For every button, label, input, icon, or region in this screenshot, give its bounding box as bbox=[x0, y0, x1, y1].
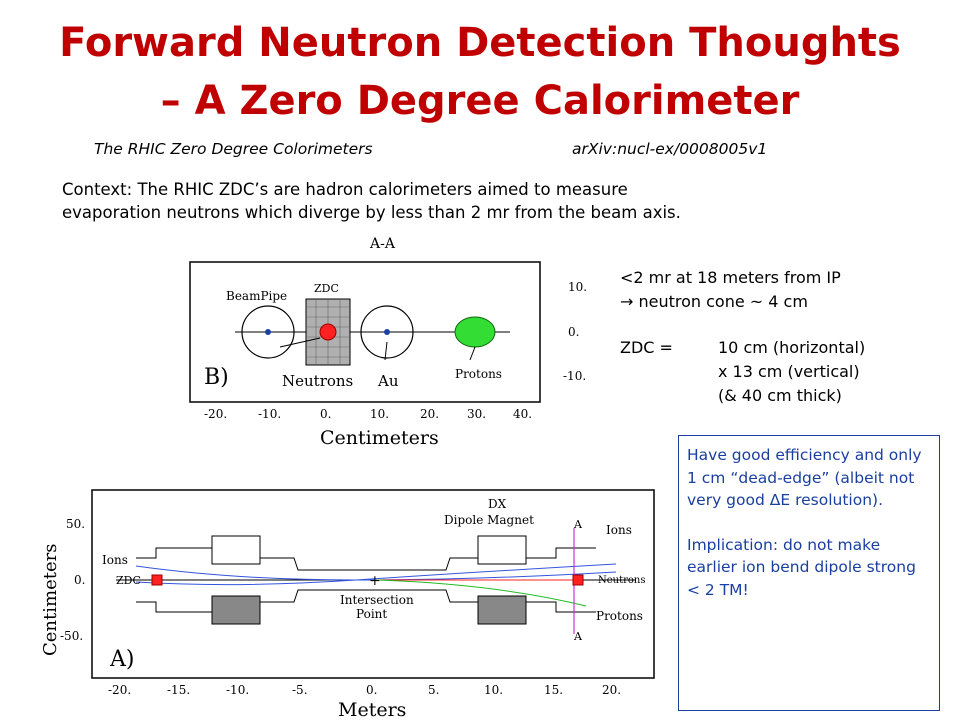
section-a-bottom: A bbox=[573, 630, 583, 643]
neutrons-label: Neutrons bbox=[282, 372, 353, 390]
dx-label: DX bbox=[488, 497, 507, 511]
implication-paragraph: Implication: do not make earlier ion ben… bbox=[687, 535, 916, 599]
proton-spot bbox=[454, 316, 496, 348]
protons-label: Protons bbox=[455, 367, 502, 381]
beampipe-right bbox=[360, 305, 414, 359]
slide-title-line2: – A Zero Degree Calorimeter bbox=[160, 78, 800, 124]
paper-reference: The RHIC Zero Degree Colorimeters bbox=[94, 140, 373, 158]
zdc-dim-thickness: (& 40 cm thick) bbox=[718, 386, 842, 405]
context-text: Context: The RHIC ZDC’s are hadron calor… bbox=[62, 178, 932, 224]
beampipe-label: BeamPipe bbox=[226, 289, 287, 303]
intersection-label: Intersection bbox=[340, 593, 414, 607]
y-axis-label-a: Centimeters bbox=[40, 544, 61, 656]
y-tick-b-2: 0. bbox=[568, 325, 579, 339]
efficiency-paragraph: Have good efficiency and only 1 cm “dead… bbox=[687, 446, 922, 509]
x-tick-a-7: 10. bbox=[484, 683, 503, 697]
beampipe-outline-lower bbox=[136, 589, 596, 613]
protons-label-a: Protons bbox=[596, 609, 643, 623]
x-tick-b-2: -10. bbox=[258, 407, 281, 421]
x-tick-b-7: 40. bbox=[513, 407, 532, 421]
ions-label-left: Ions bbox=[102, 553, 128, 567]
x-tick-a-1: -20. bbox=[108, 683, 131, 697]
arxiv-reference: arXiv:nucl-ex/0008005v1 bbox=[572, 140, 768, 158]
neutron-spot bbox=[319, 323, 337, 341]
x-tick-b-6: 30. bbox=[467, 407, 486, 421]
au-label: Au bbox=[377, 372, 399, 390]
magnet-left-lower bbox=[211, 595, 261, 625]
au-pointer bbox=[384, 341, 388, 361]
zdc-block-right bbox=[572, 574, 584, 586]
x-tick-a-2: -15. bbox=[167, 683, 190, 697]
zdc-label-a: ZDC bbox=[116, 574, 141, 587]
beamline-layout-figure: + DX Dipole Magnet Ions ZDC Intersection… bbox=[40, 489, 655, 720]
proton-pointer bbox=[469, 346, 476, 361]
panel-label-a: A) bbox=[109, 647, 134, 672]
section-a-top: A bbox=[573, 518, 583, 531]
proton-beam-path bbox=[375, 579, 587, 607]
x-tick-a-4: -5. bbox=[292, 683, 308, 697]
x-ticks-a: -20. -15. -10. -5. 0. 5. 10. 15. 20. bbox=[108, 683, 621, 697]
y-tick-a-3: -50. bbox=[60, 629, 83, 643]
magnet-right-lower bbox=[477, 595, 527, 625]
x-tick-a-3: -10. bbox=[226, 683, 249, 697]
slide-title-line1: Forward Neutron Detection Thoughts bbox=[59, 20, 901, 66]
x-tick-a-9: 20. bbox=[602, 683, 621, 697]
beam-dot-right bbox=[384, 329, 390, 335]
beampipe-outline-upper bbox=[136, 547, 596, 571]
x-tick-b-4: 10. bbox=[370, 407, 389, 421]
neutrons-label-a: Neutrons bbox=[598, 575, 646, 586]
ion-beam-path-2 bbox=[135, 563, 617, 586]
x-tick-b-1: -20. bbox=[204, 407, 227, 421]
section-header: A-A bbox=[369, 236, 396, 252]
zdc-hatching bbox=[306, 299, 350, 365]
y-ticks-a: 50. 0. -50. bbox=[60, 517, 85, 643]
zdc-equals-label: ZDC = bbox=[620, 338, 673, 357]
y-tick-b-1: 10. bbox=[568, 280, 587, 294]
plot-frame-a bbox=[91, 489, 655, 679]
neutron-pointer bbox=[279, 337, 321, 348]
x-tick-b-3: 0. bbox=[320, 407, 331, 421]
efficiency-note-box: Have good efficiency and only 1 cm “dead… bbox=[678, 435, 940, 711]
note-line1: <2 mr at 18 meters from IP bbox=[620, 268, 841, 287]
ip-marker: + bbox=[369, 573, 381, 589]
point-label: Point bbox=[356, 607, 387, 621]
ions-label-right: Ions bbox=[606, 523, 632, 537]
x-tick-a-8: 15. bbox=[544, 683, 563, 697]
panel-label-b: B) bbox=[204, 365, 229, 390]
magnet-left-upper bbox=[211, 535, 261, 565]
zdc-block-left bbox=[151, 574, 163, 586]
zdc-cross-section-figure: A-A BeamPipe ZDC Neutrons Au Protons B) … bbox=[189, 236, 587, 449]
x-tick-b-5: 20. bbox=[420, 407, 439, 421]
x-tick-a-6: 5. bbox=[428, 683, 439, 697]
magnet-right-upper bbox=[477, 535, 527, 565]
x-axis-label-a: Meters bbox=[338, 699, 406, 720]
y-tick-a-1: 50. bbox=[66, 517, 85, 531]
y-ticks-b: 10. 0. -10. bbox=[563, 280, 587, 383]
note-line2: → neutron cone ~ 4 cm bbox=[620, 292, 808, 311]
zdc-label-b: ZDC bbox=[314, 282, 339, 295]
beampipe-left bbox=[241, 305, 295, 359]
x-ticks-b: -20. -10. 0. 10. 20. 30. 40. bbox=[204, 407, 532, 421]
plot-frame-b bbox=[189, 261, 541, 403]
context-line2: evaporation neutrons which diverge by le… bbox=[62, 203, 681, 222]
y-tick-b-3: -10. bbox=[563, 369, 586, 383]
x-axis-label-b: Centimeters bbox=[320, 427, 439, 449]
context-line1: Context: The RHIC ZDC’s are hadron calor… bbox=[62, 180, 628, 199]
y-tick-a-2: 0. bbox=[74, 573, 85, 587]
zdc-dim-horizontal: 10 cm (horizontal) bbox=[718, 338, 866, 357]
beam-dot-left bbox=[265, 329, 271, 335]
zdc-dim-vertical: x 13 cm (vertical) bbox=[718, 362, 860, 381]
x-tick-a-5: 0. bbox=[366, 683, 377, 697]
dipole-magnet-label: Dipole Magnet bbox=[444, 513, 534, 527]
